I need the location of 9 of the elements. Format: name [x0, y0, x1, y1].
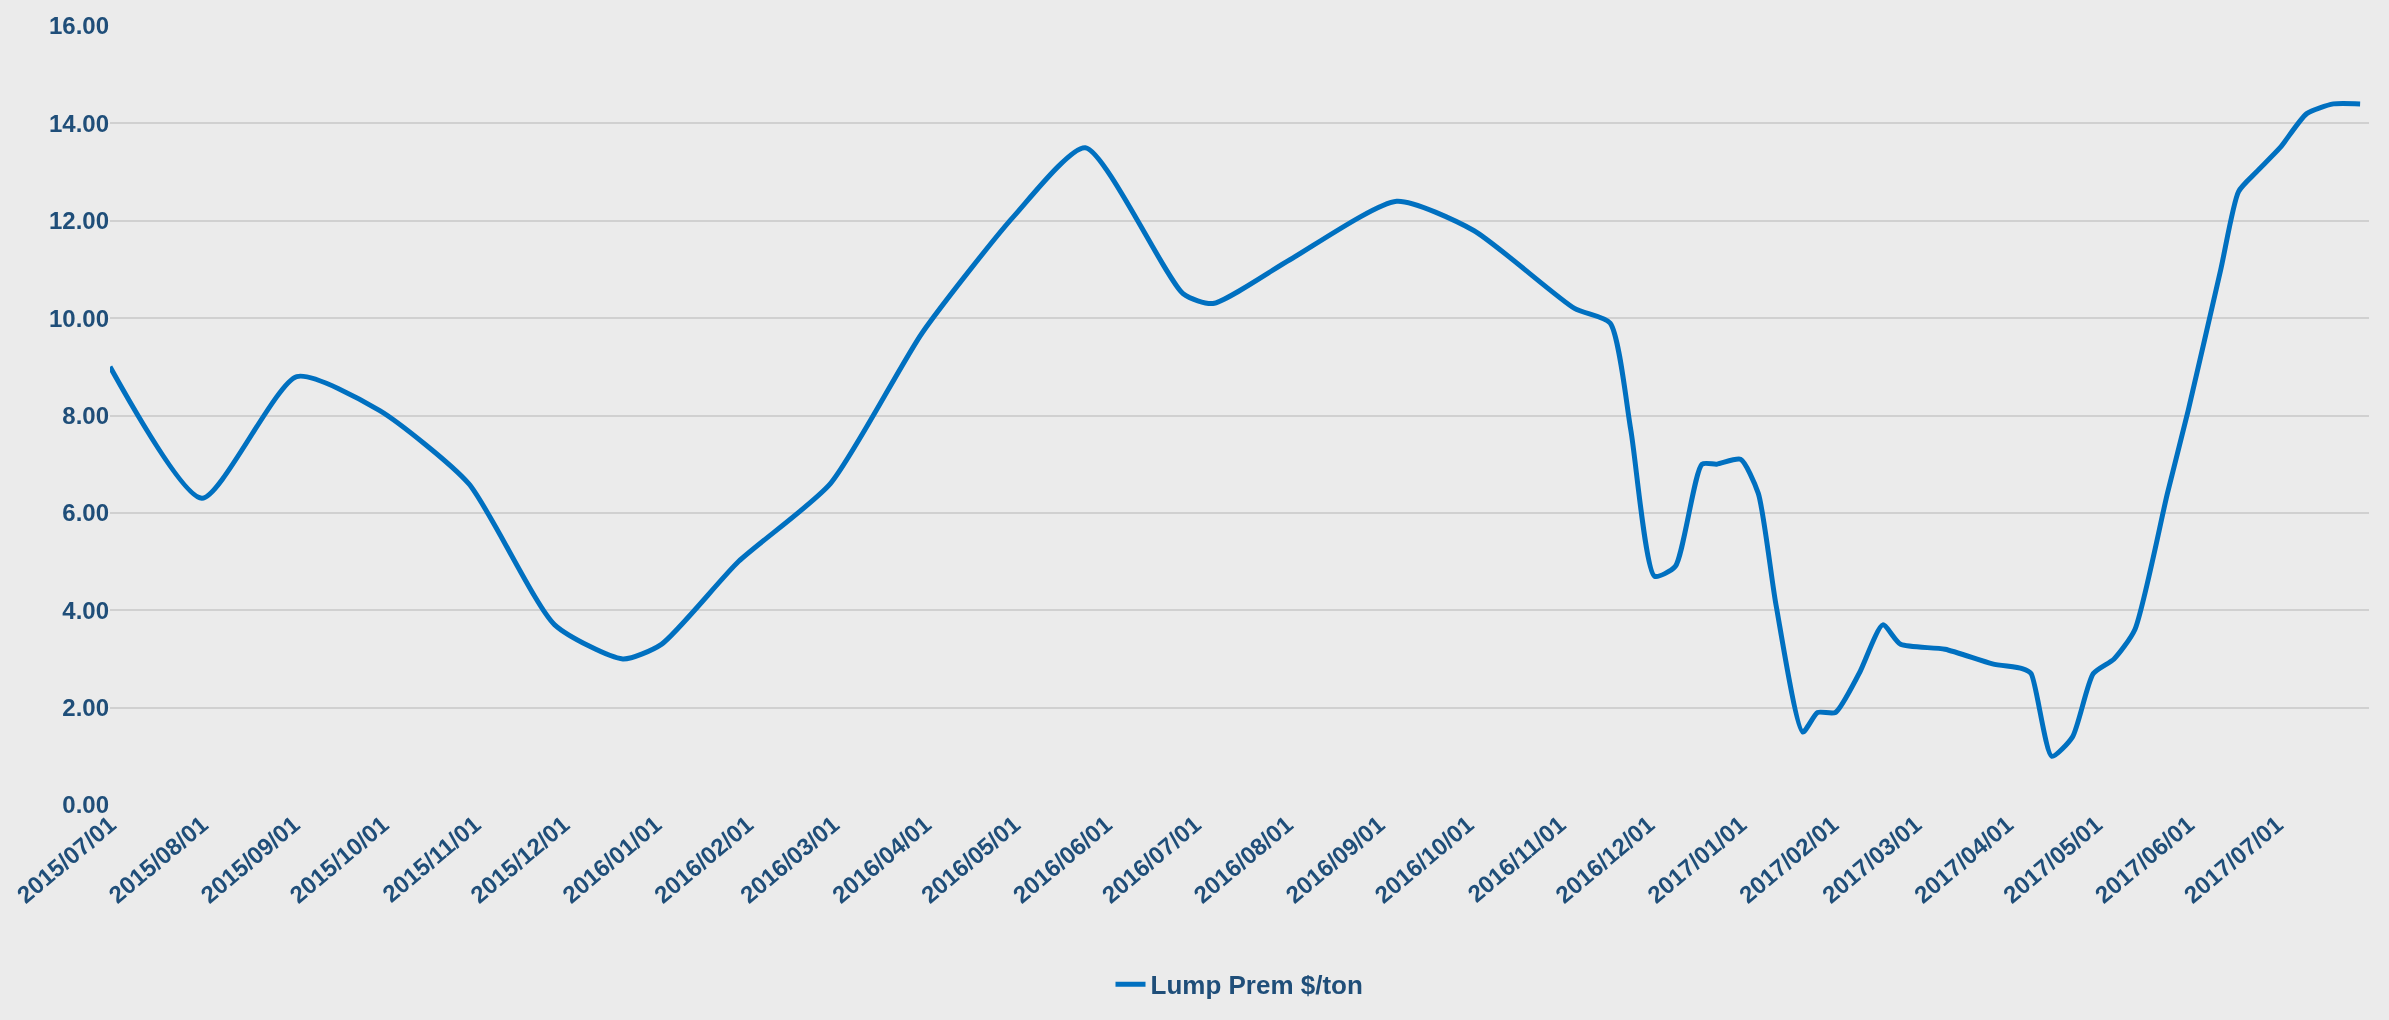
- y-tick-label: 12.00: [48, 207, 109, 235]
- y-tick-label: 16.00: [48, 12, 109, 40]
- y-tick-label: 4.00: [62, 596, 109, 624]
- y-tick-label: 10.00: [48, 304, 109, 332]
- y-tick-label: 2.00: [62, 694, 109, 722]
- y-tick-label: 8.00: [62, 401, 109, 429]
- legend-label: Lump Prem $/ton: [1150, 970, 1363, 1001]
- y-tick-label: 14.00: [48, 109, 109, 137]
- y-tick-label: 6.00: [62, 499, 109, 527]
